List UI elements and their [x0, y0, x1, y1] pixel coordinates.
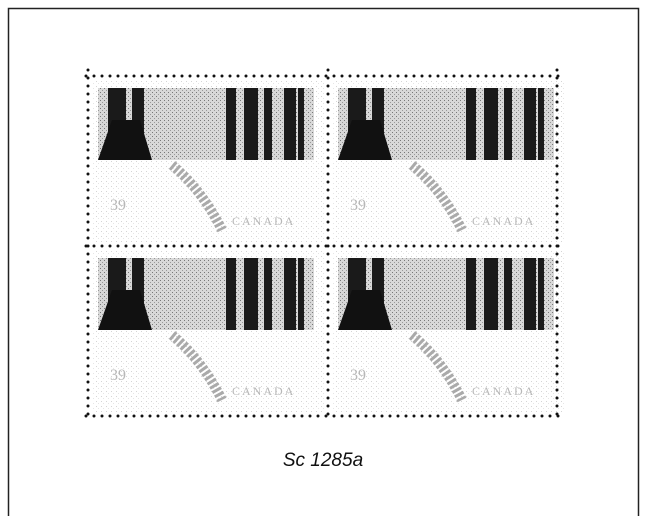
tree-trunk: [264, 258, 272, 330]
stamp: 39 CANADA: [92, 250, 324, 412]
denomination: 39: [110, 367, 126, 384]
tree-base: [338, 120, 392, 160]
frame: [7, 7, 640, 516]
tree-trunk: [244, 258, 258, 330]
tree-trunk: [524, 88, 536, 160]
denomination: 39: [350, 367, 366, 384]
tree-trunk: [298, 258, 304, 330]
tree-trunk: [524, 258, 536, 330]
tree-trunk: [484, 88, 498, 160]
tree-trunk: [504, 88, 512, 160]
fern: [408, 161, 467, 233]
denomination: 39: [110, 197, 126, 214]
tree-trunk: [284, 258, 296, 330]
caption: Sc 1285a: [283, 450, 363, 471]
tree-trunk: [226, 88, 236, 160]
fern: [168, 331, 227, 403]
tree-trunk: [284, 88, 296, 160]
country: CANADA: [232, 384, 295, 398]
perforations: [84, 68, 562, 424]
denomination: 39: [350, 197, 366, 214]
country: CANADA: [232, 214, 295, 228]
tree-base: [98, 120, 152, 160]
fern: [168, 161, 227, 233]
tree-trunk: [484, 258, 498, 330]
tree-trunk: [226, 258, 236, 330]
tree-trunk: [264, 88, 272, 160]
tree-trunk: [504, 258, 512, 330]
country: CANADA: [472, 214, 535, 228]
tree-trunk: [466, 258, 476, 330]
country: CANADA: [472, 384, 535, 398]
stamp-block: 39 CANADA 39 CANADA 39 CANADA 39 CANADA: [92, 80, 564, 412]
tree-trunk: [244, 88, 258, 160]
stamp: 39 CANADA: [332, 250, 564, 412]
stamp: 39 CANADA: [332, 80, 564, 242]
tree-trunk: [466, 88, 476, 160]
tree-base: [98, 290, 152, 330]
fern: [408, 331, 467, 403]
tree-base: [338, 290, 392, 330]
tree-trunk: [298, 88, 304, 160]
stamp: 39 CANADA: [92, 80, 324, 242]
tree-trunk: [538, 258, 544, 330]
tree-trunk: [538, 88, 544, 160]
